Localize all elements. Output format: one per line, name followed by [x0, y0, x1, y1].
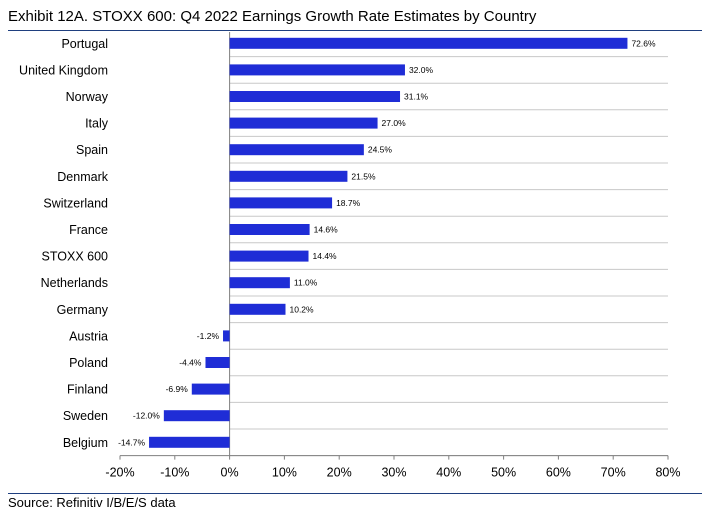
x-tick-label: 0%: [221, 466, 239, 480]
category-label: STOXX 600: [42, 250, 109, 264]
data-label: 21.5%: [351, 171, 376, 181]
category-label: Germany: [57, 303, 109, 317]
bar: [230, 64, 405, 75]
bar: [230, 144, 364, 155]
bar: [164, 410, 230, 421]
data-label: 32.0%: [409, 65, 434, 75]
data-label: 24.5%: [368, 145, 393, 155]
category-label: Portugal: [61, 37, 108, 51]
x-tick-label: 50%: [491, 466, 516, 480]
category-label: Sweden: [63, 409, 108, 423]
x-tick-label: 40%: [436, 466, 461, 480]
bar: [230, 251, 309, 262]
data-label: -12.0%: [133, 411, 160, 421]
data-label: 72.6%: [631, 38, 656, 48]
category-label: Denmark: [57, 170, 108, 184]
bar: [230, 304, 286, 315]
bar: [223, 330, 230, 341]
data-label: -1.2%: [197, 331, 220, 341]
x-tick-label: 30%: [381, 466, 406, 480]
data-label: -6.9%: [166, 384, 189, 394]
x-tick-label: -10%: [160, 466, 189, 480]
data-label: 18.7%: [336, 198, 361, 208]
bar: [230, 197, 332, 208]
bar: [230, 171, 348, 182]
category-label: Finland: [67, 383, 108, 397]
data-label: -4.4%: [179, 358, 202, 368]
category-label: Poland: [69, 356, 108, 370]
data-label: -14.7%: [118, 437, 145, 447]
x-tick-label: 80%: [655, 466, 680, 480]
x-tick-label: 20%: [327, 466, 352, 480]
category-label: Italy: [85, 117, 109, 131]
bar-chart: Portugal 72.6% United Kingdom 32.0% Norway 31…: [0, 0, 710, 506]
category-label: France: [69, 223, 108, 237]
data-label: 27.0%: [382, 118, 407, 128]
bar: [230, 277, 290, 288]
bar: [192, 384, 230, 395]
bar: [230, 224, 310, 235]
bar: [230, 38, 628, 49]
category-label: United Kingdom: [19, 63, 108, 77]
x-tick-label: -20%: [105, 466, 134, 480]
source-note: Source: Refinitiv I/B/E/S data: [8, 495, 176, 510]
data-label: 14.4%: [313, 251, 338, 261]
bottom-rule: [8, 493, 702, 494]
category-label: Spain: [76, 143, 108, 157]
bar: [149, 437, 230, 448]
x-tick-label: 60%: [546, 466, 571, 480]
bar: [230, 91, 400, 102]
x-tick-label: 70%: [601, 466, 626, 480]
data-label: 10.2%: [289, 304, 314, 314]
category-label: Netherlands: [41, 276, 108, 290]
data-label: 11.0%: [294, 278, 318, 288]
category-label: Belgium: [63, 436, 108, 450]
bar: [205, 357, 229, 368]
bar: [230, 118, 378, 129]
category-label: Norway: [66, 90, 109, 104]
category-label: Austria: [69, 329, 108, 343]
data-label: 14.6%: [314, 225, 339, 235]
category-label: Switzerland: [43, 196, 108, 210]
data-label: 31.1%: [404, 92, 429, 102]
x-tick-label: 10%: [272, 466, 297, 480]
